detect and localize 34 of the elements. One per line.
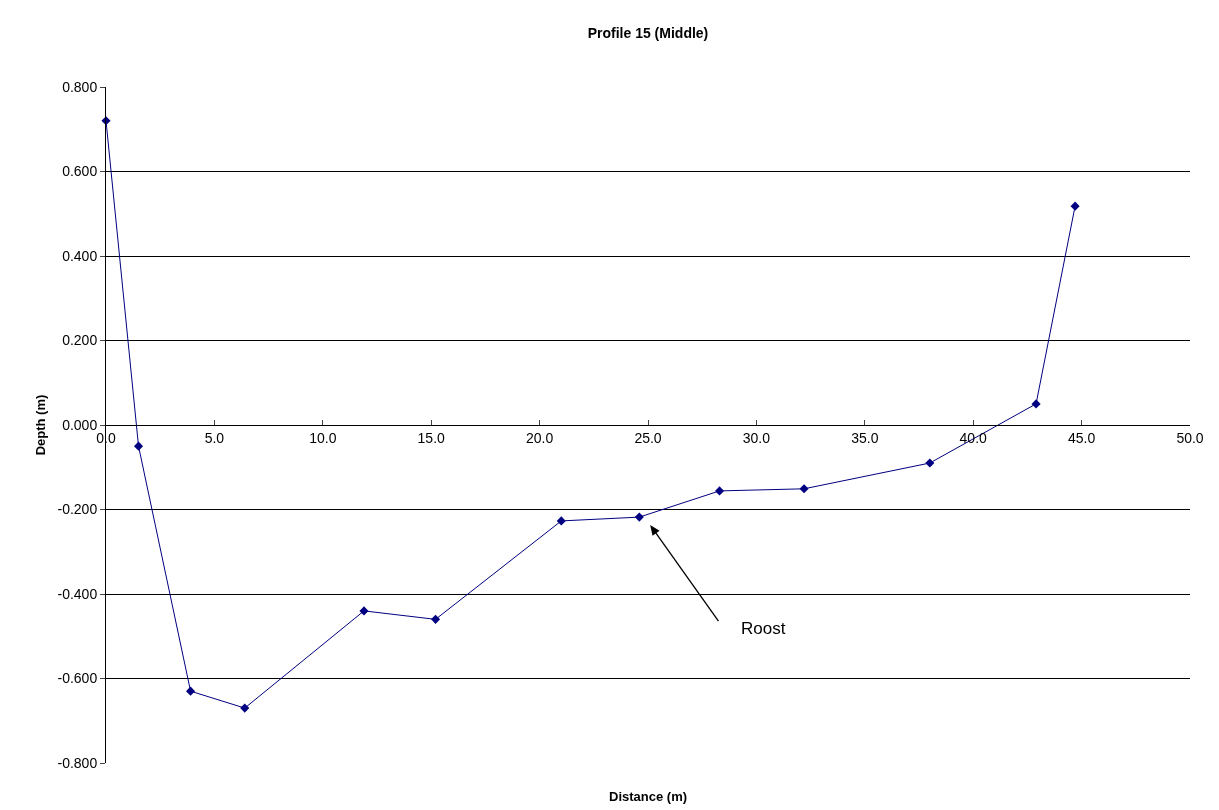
point: [186, 686, 196, 696]
point: [133, 441, 144, 451]
chart-title: Profile 15 (Middle): [587, 25, 709, 42]
y-tick-label: 0.600: [62, 163, 98, 180]
annotation: Roost: [741, 619, 786, 638]
point: [1070, 201, 1080, 211]
x-tick-label: 50.0: [1176, 429, 1204, 446]
y-tick-label: -0.400: [57, 585, 98, 602]
point: [799, 484, 809, 494]
point: [240, 703, 250, 713]
y-tick-label: -0.600: [57, 670, 98, 687]
x-tick-label: 45.0: [1067, 429, 1096, 446]
y-tick-label: 0.400: [62, 247, 98, 264]
point: [1031, 399, 1041, 409]
point: [634, 512, 644, 522]
y-tick-label: 0.000: [62, 416, 98, 433]
x-tick-label: 10.0: [309, 429, 337, 446]
x-tick-label: 30.0: [742, 429, 771, 446]
point: [714, 486, 725, 496]
y-tick-label: 0.200: [62, 332, 98, 349]
point: [925, 458, 935, 468]
y-axis-title: Depth (m): [33, 394, 49, 456]
point: [430, 614, 441, 624]
x-axis-title: Distance (m): [609, 789, 688, 804]
point: [359, 606, 369, 616]
x-tick-label: 5.0: [204, 429, 225, 446]
x-tick-label: 25.0: [634, 429, 662, 446]
x-tick-label: 35.0: [851, 429, 879, 446]
x-tick-label: 20.0: [525, 429, 554, 446]
y-tick-label: 0.800: [62, 78, 98, 95]
y-tick-label: -0.800: [57, 754, 98, 771]
y-tick-label: -0.200: [57, 501, 98, 518]
x-tick-label: 15.0: [417, 429, 446, 446]
point: [556, 516, 566, 526]
